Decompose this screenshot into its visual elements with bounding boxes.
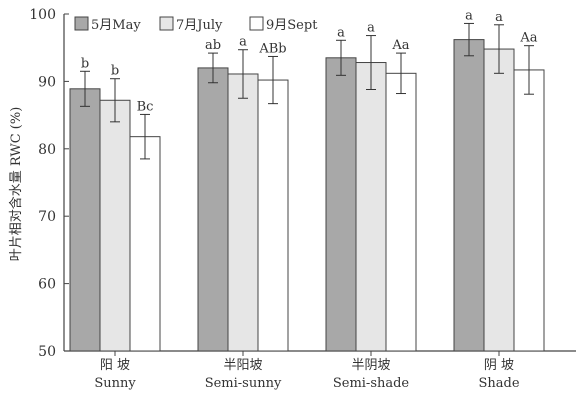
- significance-label: Bc: [137, 99, 154, 114]
- y-ticks: 50 60 70 80 90 100: [29, 7, 69, 360]
- bar: [129, 136, 161, 352]
- bar: [197, 67, 229, 352]
- bar: [99, 99, 131, 352]
- category-label: 阳 坡: [100, 358, 130, 373]
- significance-label: a: [337, 25, 345, 40]
- bar: [227, 73, 259, 352]
- significance-label: b: [111, 64, 119, 79]
- significance-label: a: [367, 21, 375, 36]
- category-label-en: Semi-shade: [333, 376, 410, 391]
- category-labels: 阳 坡 Sunny 半阳坡 Semi-sunny 半阴坡 Semi-shade 阴 坡 Sha…: [94, 351, 520, 391]
- legend-label: 7月July: [176, 18, 223, 33]
- significance-label: Aa: [391, 38, 409, 53]
- significance-label: ab: [205, 38, 221, 53]
- significance-label: b: [81, 56, 89, 71]
- category-label-en: Shade: [478, 376, 519, 391]
- y-tick-label: 70: [38, 209, 56, 225]
- significance-label: a: [465, 8, 473, 23]
- significance-label: ABb: [258, 41, 286, 56]
- legend-label: 5月May: [91, 18, 141, 33]
- y-axis-title: 叶片相对含水量 RWC (%): [8, 107, 24, 262]
- significance-label: Aa: [519, 31, 537, 46]
- category-label: 半阳坡: [223, 358, 262, 373]
- y-tick-label: 90: [38, 74, 56, 90]
- category-label-en: Semi-sunny: [205, 376, 282, 391]
- legend-swatch: [159, 16, 174, 31]
- bar: [483, 48, 515, 352]
- y-tick-label: 60: [38, 277, 56, 293]
- legend-swatch: [74, 16, 89, 31]
- bar: [355, 62, 387, 352]
- significance-label: a: [495, 10, 503, 25]
- y-tick-label: 50: [38, 344, 56, 360]
- bar: [69, 88, 101, 352]
- significance-label: a: [239, 35, 247, 50]
- y-tick-label: 80: [38, 142, 56, 158]
- category-label: 半阴坡: [351, 358, 390, 373]
- legend-swatch: [249, 16, 264, 31]
- category-label: 阴 坡: [484, 358, 514, 373]
- bar: [257, 79, 289, 352]
- bar: [453, 39, 485, 352]
- bar: [385, 72, 417, 352]
- legend-label: 9月Sept: [266, 18, 318, 33]
- category-label-en: Sunny: [94, 376, 136, 391]
- bar: [325, 57, 357, 352]
- y-tick-label: 100: [29, 7, 56, 23]
- legend: 5月May 7月July 9月Sept: [74, 16, 318, 33]
- bar: [513, 69, 545, 352]
